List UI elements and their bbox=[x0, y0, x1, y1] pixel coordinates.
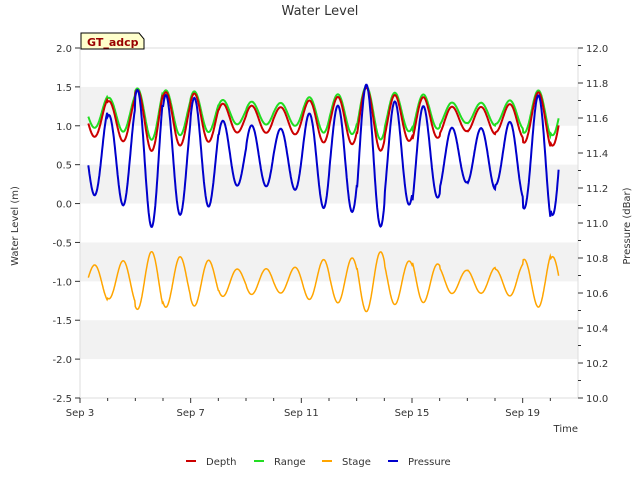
y-tick-label-right: 11.2 bbox=[586, 184, 608, 195]
y-tick-label-left: 2.0 bbox=[56, 44, 72, 55]
y-tick-label-right: 10.4 bbox=[586, 324, 608, 335]
y-tick-label-left: -1.0 bbox=[52, 277, 72, 288]
legend-label-pressure: Pressure bbox=[408, 457, 451, 468]
series-line-range bbox=[87, 85, 560, 141]
x-tick-label: Sep 3 bbox=[66, 408, 94, 419]
y-tick-label-right: 10.8 bbox=[586, 254, 608, 265]
y-tick-label-left: 0.0 bbox=[56, 200, 72, 211]
legend-label-depth: Depth bbox=[206, 457, 236, 468]
y-tick-label-right: 11.6 bbox=[586, 114, 608, 125]
y-tick-label-right: 11.8 bbox=[586, 79, 608, 90]
series-lines bbox=[87, 83, 560, 313]
y-tick-label-left: 1.0 bbox=[56, 122, 72, 133]
x-tick-label: Sep 11 bbox=[284, 408, 319, 419]
y-tick-label-right: 10.2 bbox=[586, 359, 608, 370]
site-label-box: GT_adcp bbox=[80, 32, 145, 50]
legend: Depth Range Stage Pressure bbox=[186, 457, 451, 468]
chart-title: Water Level bbox=[282, 4, 359, 19]
band bbox=[80, 320, 578, 360]
x-tick-label: Sep 7 bbox=[176, 408, 204, 419]
y-tick-label-left: 0.5 bbox=[56, 161, 72, 172]
series-line-stage bbox=[87, 250, 560, 313]
axes: 2.0 1.5 1.0 0.5 0.0 -0.5 -1.0 -1.5 -2.0 -2.5 12.0 1… bbox=[52, 44, 608, 419]
series-line-depth bbox=[87, 86, 560, 152]
y-tick-label-left: -2.0 bbox=[52, 355, 72, 366]
y-axis-label-left: Water Level (m) bbox=[10, 186, 21, 266]
y-tick-label-right: 11.0 bbox=[586, 219, 608, 230]
y-tick-label-right: 10.0 bbox=[586, 394, 608, 405]
x-tick-label: Sep 15 bbox=[395, 408, 430, 419]
legend-label-stage: Stage bbox=[342, 457, 371, 468]
site-label: GT_adcp bbox=[87, 36, 139, 49]
y-tick-label-left: -2.5 bbox=[52, 394, 72, 405]
y-axis-label-right: Pressure (dBar) bbox=[622, 187, 633, 264]
series-line-pressure bbox=[87, 83, 560, 228]
y-tick-label-right: 12.0 bbox=[586, 44, 608, 55]
y-tick-label-left: -0.5 bbox=[52, 238, 72, 249]
y-tick-label-right: 10.6 bbox=[586, 289, 608, 300]
x-axis-label: Time bbox=[553, 424, 578, 435]
y-tick-label-left: -1.5 bbox=[52, 316, 72, 327]
legend-label-range: Range bbox=[274, 457, 306, 468]
y-tick-label-right: 11.4 bbox=[586, 149, 608, 160]
x-tick-label: Sep 19 bbox=[505, 408, 540, 419]
y-tick-label-left: 1.5 bbox=[56, 83, 72, 94]
